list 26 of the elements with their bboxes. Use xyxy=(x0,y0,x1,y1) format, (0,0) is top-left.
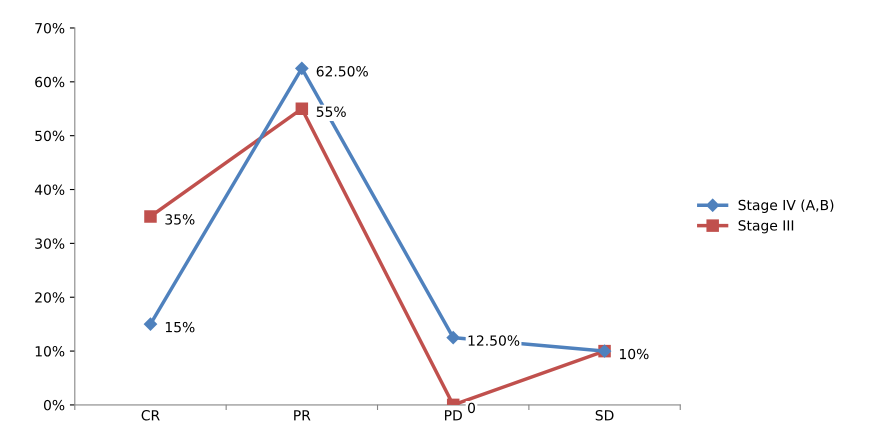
legend-label: Stage III xyxy=(738,220,794,234)
y-tick-label: 30% xyxy=(35,238,64,249)
x-tick-label: PD xyxy=(445,410,462,420)
x-tick-label: CR xyxy=(142,410,160,421)
point xyxy=(296,102,308,115)
legend-label: Stage IV (A,B) xyxy=(738,200,834,213)
y-tick-label: 10% xyxy=(36,346,64,357)
y-tick-label: 0% xyxy=(44,400,64,410)
data-label: 35% xyxy=(165,214,194,225)
y-tick-label: 60% xyxy=(35,76,64,88)
point xyxy=(144,318,158,331)
data-label: 55% xyxy=(316,106,346,117)
y-tick-label: 70% xyxy=(35,22,64,34)
point xyxy=(295,62,308,75)
data-label: 10% xyxy=(620,348,649,360)
point xyxy=(144,210,157,223)
y-tick-label: 20% xyxy=(35,292,64,303)
point xyxy=(446,331,460,344)
x-tick-label: PR xyxy=(294,410,310,420)
x-tick-label: SD xyxy=(596,410,614,421)
y-tick-label: 50% xyxy=(35,130,64,142)
data-label: 0 xyxy=(468,402,476,414)
data-label: 15% xyxy=(166,322,194,332)
data-label: 12.50% xyxy=(468,335,520,346)
y-tick-label: 40% xyxy=(34,184,64,195)
data-label: 62.50% xyxy=(316,66,368,77)
